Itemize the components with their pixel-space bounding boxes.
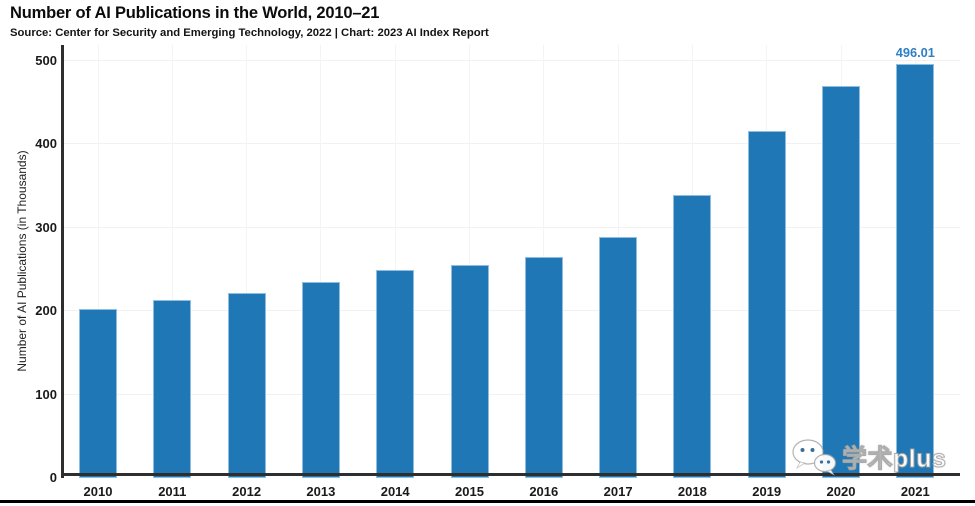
bar-2020 [822, 86, 860, 478]
y-tick-label-400: 400 [35, 136, 57, 152]
y-tick-label-0: 0 [49, 470, 57, 485]
y-gridline-500 [63, 60, 960, 61]
x-tick-label-2013: 2013 [306, 484, 336, 499]
y-tick-label-300: 300 [35, 219, 57, 235]
x-tick-label-2011: 2011 [158, 484, 187, 499]
y-tick-label-100: 100 [35, 386, 57, 402]
x-gridline-2012 [246, 45, 248, 476]
bar-2015 [450, 264, 489, 478]
y-axis-label: Number of AI Publications (in Thousands) [15, 150, 29, 372]
y-gridline-400 [63, 143, 960, 145]
y-tick-label-200: 200 [35, 303, 57, 319]
x-tick-label-2017: 2017 [603, 484, 633, 499]
x-tick-label-2015: 2015 [455, 484, 484, 499]
y-gridline-300 [63, 226, 960, 228]
chart-subtitle: Source: Center for Security and Emerging… [10, 27, 489, 39]
bar-2018 [673, 195, 712, 478]
x-tick-label-2014: 2014 [380, 484, 410, 499]
bar-value-label-2021: 496.01 [895, 45, 935, 61]
x-gridline-2011 [171, 45, 173, 476]
x-tick-label-2018: 2018 [677, 484, 707, 499]
y-axis-line [61, 45, 64, 478]
x-tick-label-2010: 2010 [83, 484, 113, 499]
bar-2010 [79, 308, 117, 478]
bar-2012 [227, 292, 266, 478]
wechat-icon [792, 439, 837, 476]
bar-2016 [524, 257, 563, 478]
x-gridline-2010 [97, 45, 99, 476]
bar-2014 [376, 270, 415, 478]
y-gridline-200 [63, 310, 960, 312]
bar-2021 [896, 64, 935, 478]
plot-area [61, 45, 960, 478]
bar-2019 [747, 131, 786, 478]
bar-2017 [599, 236, 638, 478]
x-tick-label-2020: 2020 [826, 484, 856, 499]
x-axis-line [61, 473, 960, 476]
bottom-divider [0, 500, 975, 503]
y-gridline-100 [63, 393, 960, 395]
x-gridline-2013 [320, 45, 322, 476]
x-tick-label-2016: 2016 [529, 484, 559, 499]
bar-2013 [301, 282, 340, 478]
x-gridline-2015 [469, 45, 470, 476]
y-tick-label-500: 500 [35, 53, 57, 68]
chart-title: Number of AI Publications in the World, … [10, 4, 380, 22]
x-tick-label-2012: 2012 [232, 484, 262, 499]
watermark-text: 学术plus [841, 445, 947, 474]
bar-2011 [153, 300, 192, 478]
watermark: 学术plus [790, 437, 970, 477]
x-tick-label-2021: 2021 [900, 484, 930, 499]
x-gridline-2014 [394, 45, 396, 476]
x-tick-label-2019: 2019 [752, 484, 782, 499]
